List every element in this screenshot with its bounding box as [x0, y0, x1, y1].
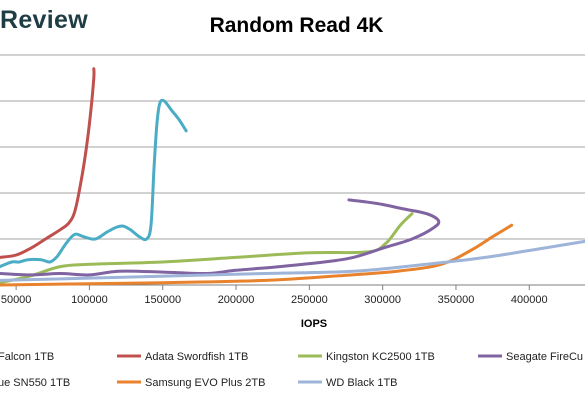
x-tick-label: 100000 [71, 294, 108, 306]
x-tick-label: 250000 [291, 294, 328, 306]
x-tick-label: 400000 [511, 294, 548, 306]
x-tick-label: 350000 [438, 294, 475, 306]
x-axis: 50000 100000 150000 200000 250000 300000 35000… [0, 284, 585, 306]
series-line-adata-swordfish-1tb [0, 67, 96, 259]
brand-logo-text: Review [0, 6, 88, 34]
x-tick-label: 200000 [218, 294, 255, 306]
series-line-seagate-firecuda [0, 198, 441, 277]
legend-label: Falcon 1TB [0, 351, 54, 363]
x-tick-label: 150000 [144, 294, 181, 306]
series-line-wd-black-1tb [0, 239, 585, 282]
chart-title: Random Read 4K [0, 14, 585, 38]
legend-label: Kingston KC2500 1TB [326, 351, 435, 363]
x-axis-title: IOPS [301, 318, 327, 330]
legend: Falcon 1TB Adata Swordfish 1TB Kingston KC… [0, 351, 583, 389]
series-line-wd-blue-sn550-1tb [0, 98, 188, 269]
legend-label: ue SN550 1TB [0, 377, 70, 389]
x-tick-label: 50000 [1, 294, 32, 306]
legend-label: Samsung EVO Plus 2TB [145, 377, 265, 389]
legend-label: WD Black 1TB [326, 377, 398, 389]
chart-title-text: Random Read 4K [209, 14, 384, 37]
legend-label: Adata Swordfish 1TB [145, 351, 248, 363]
series-line-kingston-kc2500-1tb [0, 212, 414, 285]
series-line-samsung-evo-plus-2tb [0, 223, 514, 287]
legend-label: Seagate FireCu [506, 351, 583, 363]
x-tick-label: 300000 [364, 294, 401, 306]
series-lines [0, 67, 585, 287]
